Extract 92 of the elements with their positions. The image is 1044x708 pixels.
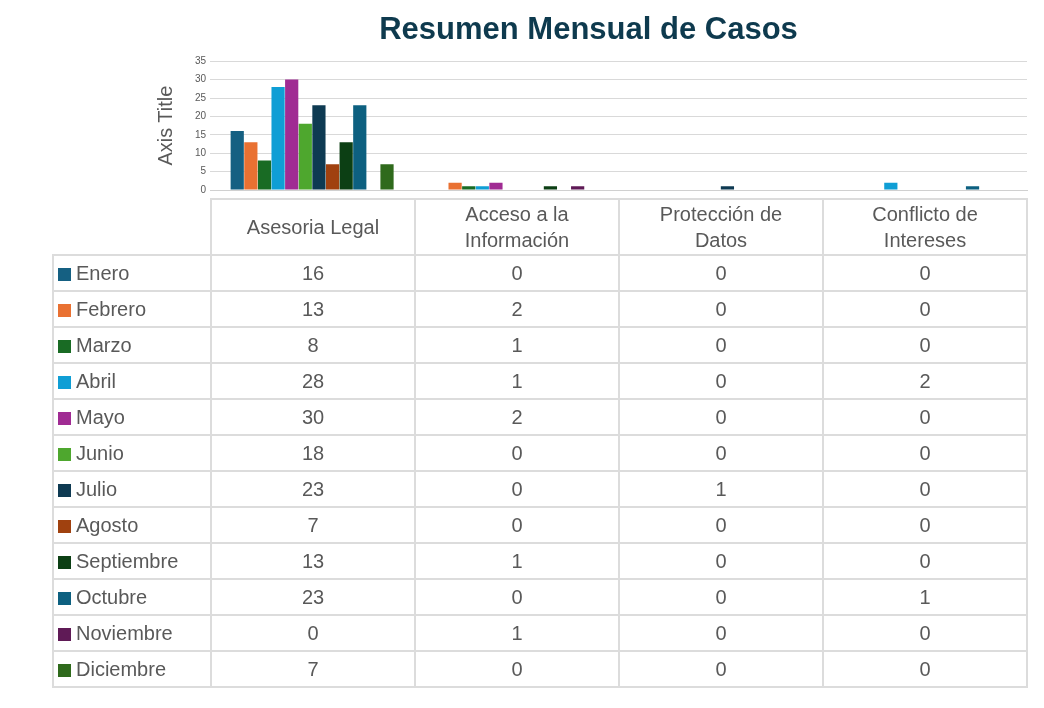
- legend-label: Julio: [53, 471, 211, 507]
- data-label: 0: [823, 435, 1027, 471]
- bar: [884, 182, 898, 190]
- legend-label: Junio: [53, 435, 211, 471]
- bar: [720, 186, 735, 190]
- data-label: 7: [211, 507, 415, 543]
- legend-label: Marzo: [53, 327, 211, 363]
- bar: [448, 182, 462, 190]
- legend-label: Mayo: [53, 399, 211, 435]
- y-tick-label: 25: [194, 91, 207, 103]
- bar: [353, 105, 367, 190]
- data-label: 0: [619, 579, 823, 615]
- data-label: 0: [415, 579, 619, 615]
- data-label: 0: [619, 507, 823, 543]
- data-label: 0: [823, 543, 1027, 579]
- data-label: 0: [619, 291, 823, 327]
- bar: [271, 86, 285, 190]
- legend-label: Septiembre: [53, 543, 211, 579]
- data-label: 1: [823, 579, 1027, 615]
- y-tick-label: 5: [200, 165, 207, 177]
- bar: [244, 142, 258, 190]
- data-label: 0: [823, 615, 1027, 651]
- data-label: 0: [823, 507, 1027, 543]
- legend-label: Agosto: [53, 507, 211, 543]
- data-label: 28: [211, 363, 415, 399]
- chart-title: Resumen Mensual de Casos: [379, 11, 798, 47]
- data-label: 13: [211, 291, 415, 327]
- data-label: 0: [619, 399, 823, 435]
- bar: [571, 186, 585, 190]
- data-label: 8: [211, 327, 415, 363]
- data-label: 1: [415, 327, 619, 363]
- bar: [475, 186, 489, 190]
- bar: [462, 186, 476, 190]
- data-label: 2: [415, 399, 619, 435]
- bar: [489, 182, 503, 190]
- y-tick-label: 20: [194, 110, 207, 122]
- data-label: 1: [415, 363, 619, 399]
- legend-label: Octubre: [53, 579, 211, 615]
- data-label: 23: [211, 579, 415, 615]
- data-label: 1: [415, 615, 619, 651]
- data-label: 1: [619, 471, 823, 507]
- y-tick-label: 10: [194, 146, 207, 158]
- data-label: 23: [211, 471, 415, 507]
- data-label: 2: [415, 291, 619, 327]
- data-label: 16: [211, 255, 415, 291]
- data-label: 0: [619, 543, 823, 579]
- x-tick-label: Asesoria Legal: [211, 199, 415, 255]
- data-label: 0: [823, 255, 1027, 291]
- legend-label: Abril: [53, 363, 211, 399]
- data-label: 7: [211, 651, 415, 687]
- y-tick-label: 35: [194, 54, 207, 66]
- y-axis-title: Axis Title: [153, 85, 176, 166]
- x-tick-label: Conflicto de Intereses: [823, 199, 1027, 255]
- bar: [325, 164, 340, 190]
- data-label: 0: [823, 471, 1027, 507]
- y-tick-label: 30: [194, 73, 207, 85]
- bar: [543, 186, 558, 190]
- data-label: 0: [823, 291, 1027, 327]
- data-label: 1: [415, 543, 619, 579]
- data-label: 2: [823, 363, 1027, 399]
- x-tick-label: Protección de Datos: [619, 199, 823, 255]
- data-label: 0: [619, 435, 823, 471]
- x-tick-label: Acceso a la Información: [415, 199, 619, 255]
- data-label: 0: [619, 255, 823, 291]
- bar: [298, 123, 312, 190]
- data-label: 18: [211, 435, 415, 471]
- data-label: 0: [619, 615, 823, 651]
- data-label: 0: [415, 651, 619, 687]
- bar: [380, 164, 394, 190]
- data-label: 0: [415, 435, 619, 471]
- data-label: 0: [823, 651, 1027, 687]
- bar: [965, 186, 980, 190]
- legend-label: Diciembre: [53, 651, 211, 687]
- data-label: 0: [823, 327, 1027, 363]
- legend-label: Noviembre: [53, 615, 211, 651]
- data-label: 13: [211, 543, 415, 579]
- data-label: 0: [415, 507, 619, 543]
- data-label: 0: [619, 363, 823, 399]
- y-tick-label: 0: [200, 183, 207, 195]
- data-label: 0: [619, 327, 823, 363]
- data-label: 0: [619, 651, 823, 687]
- y-tick-label: 15: [194, 128, 207, 140]
- data-label: 0: [415, 471, 619, 507]
- bar: [285, 79, 299, 190]
- bar: [339, 142, 353, 190]
- bar: [312, 105, 326, 190]
- legend-label: Febrero: [53, 291, 211, 327]
- bar: [230, 131, 244, 190]
- bar: [257, 160, 272, 190]
- data-label: 0: [823, 399, 1027, 435]
- legend-label: Enero: [53, 255, 211, 291]
- data-label: 0: [415, 255, 619, 291]
